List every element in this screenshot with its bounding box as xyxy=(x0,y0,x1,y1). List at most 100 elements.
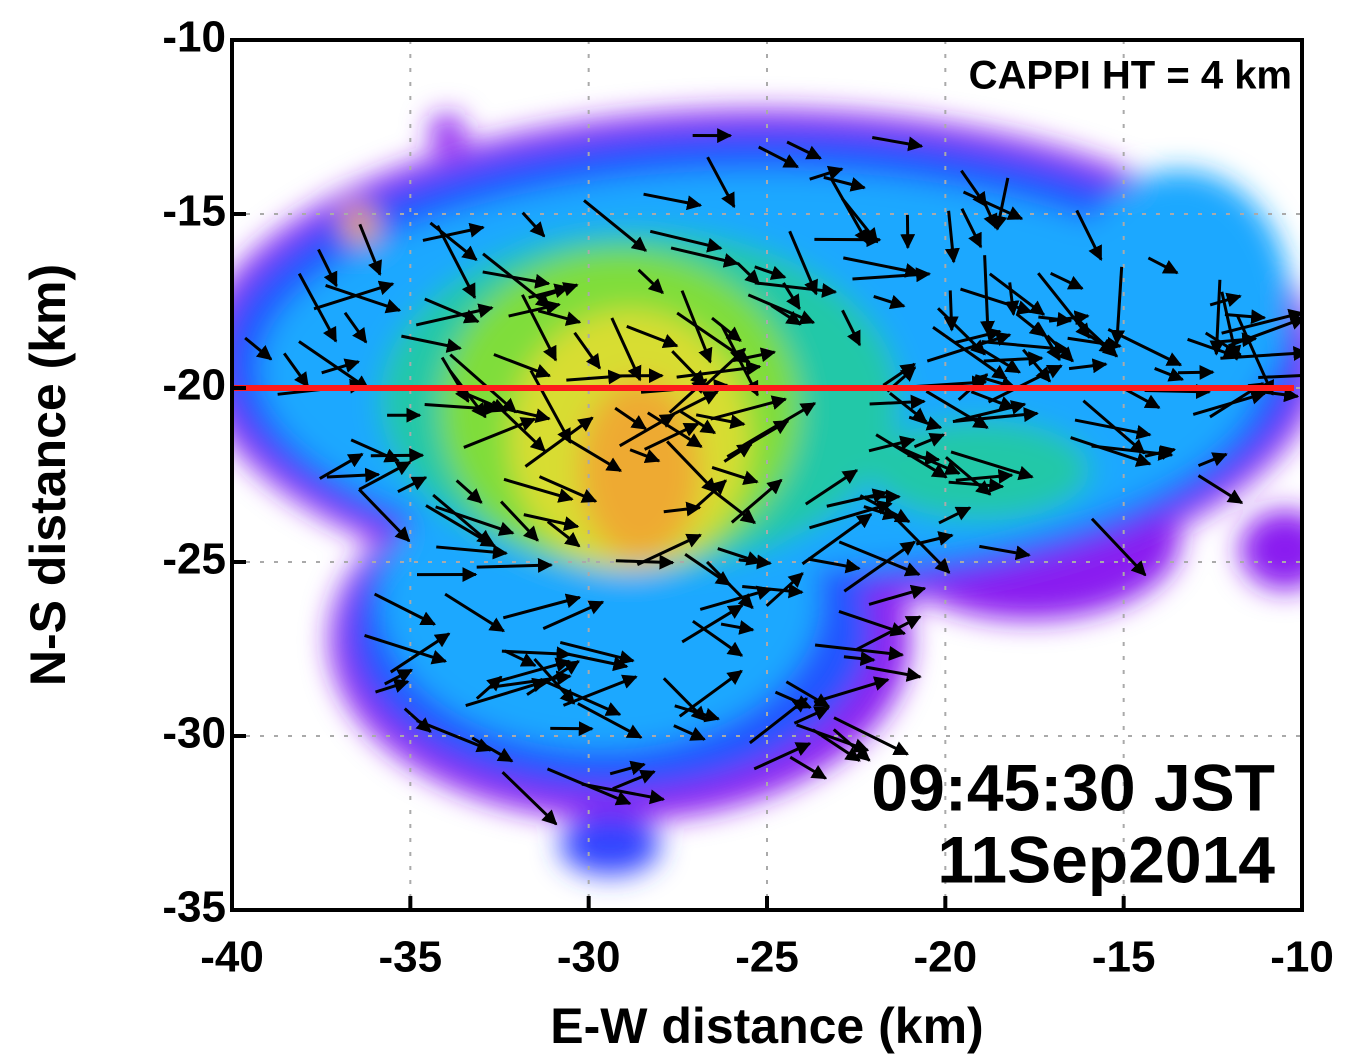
wind-vector xyxy=(538,475,598,503)
wind-vector xyxy=(350,438,400,463)
wind-vector xyxy=(663,501,702,517)
wind-vector xyxy=(774,690,812,709)
wind-vector xyxy=(723,442,753,463)
wind-vector xyxy=(875,433,948,479)
wind-vector xyxy=(403,707,432,733)
wind-vector xyxy=(814,643,905,661)
wind-vector xyxy=(711,465,759,485)
wind-vector xyxy=(873,294,906,310)
wind-vector xyxy=(785,680,831,708)
wind-vector xyxy=(753,742,812,771)
wind-vector xyxy=(1154,367,1185,382)
x-tick-label: -10 xyxy=(1270,933,1334,982)
wind-vector xyxy=(422,222,485,242)
wind-vector xyxy=(812,728,861,762)
wind-vector xyxy=(508,300,561,318)
wind-vector xyxy=(637,268,664,295)
time-label: 09:45:30 JST xyxy=(871,750,1275,824)
wind-vector xyxy=(1015,312,1046,337)
wind-vector xyxy=(893,515,951,574)
wind-vector xyxy=(373,592,436,626)
wind-vector xyxy=(358,460,412,491)
wind-vector xyxy=(626,324,679,349)
wind-vector xyxy=(979,255,995,337)
wind-vector xyxy=(671,350,706,386)
wind-vector xyxy=(706,156,736,209)
wind-vector xyxy=(711,316,742,342)
wind-vector xyxy=(343,311,368,344)
x-tick-label: -30 xyxy=(557,933,621,982)
y-tick-label: -35 xyxy=(162,883,226,932)
wind-vector xyxy=(684,552,732,587)
wind-vector xyxy=(838,610,907,637)
wind-vector xyxy=(699,585,773,611)
wind-vector xyxy=(801,513,873,566)
wind-vector xyxy=(476,557,553,573)
wind-vector xyxy=(1004,282,1020,316)
wind-vector xyxy=(569,439,623,473)
wind-vector xyxy=(1074,418,1152,440)
wind-vector xyxy=(809,500,893,530)
wind-vector xyxy=(758,145,800,169)
wind-vector xyxy=(894,444,961,475)
wind-vector xyxy=(678,669,743,718)
wind-vector xyxy=(720,620,755,635)
x-tick-label: -20 xyxy=(914,933,978,982)
wind-vector xyxy=(562,674,638,707)
wind-vector xyxy=(865,665,922,682)
wind-vector xyxy=(577,702,643,739)
wind-vector xyxy=(502,593,582,620)
wind-vector xyxy=(1037,272,1091,339)
wind-vector xyxy=(503,477,574,503)
wind-vector xyxy=(952,407,1039,423)
wind-vector xyxy=(789,755,828,780)
wind-vector xyxy=(869,394,926,410)
wind-vector xyxy=(692,619,744,657)
wind-vector xyxy=(971,342,1021,374)
wind-vector xyxy=(1147,256,1179,275)
wind-vector xyxy=(504,649,537,667)
wind-vector xyxy=(1144,445,1177,460)
wind-vector xyxy=(1209,279,1225,356)
wind-vector xyxy=(463,417,537,449)
wind-vector xyxy=(843,256,921,278)
wind-vector xyxy=(695,413,746,430)
wind-vector xyxy=(992,177,1010,231)
wind-vector xyxy=(429,221,478,262)
wind-vector xyxy=(871,136,924,152)
wind-vector xyxy=(397,476,428,494)
wind-vector xyxy=(436,544,508,560)
wind-vector xyxy=(705,560,754,610)
wind-vector xyxy=(501,771,558,826)
wind-vector xyxy=(662,677,707,722)
wind-vector xyxy=(636,533,702,567)
wind-vector xyxy=(528,283,570,300)
wind-vector xyxy=(491,400,546,453)
wind-vector xyxy=(325,283,402,314)
wind-vector xyxy=(560,651,629,672)
wind-vector xyxy=(471,736,514,763)
wind-vector xyxy=(465,677,548,707)
y-tick-label: -20 xyxy=(162,361,226,410)
wind-vector xyxy=(455,479,483,504)
wind-vector xyxy=(610,317,642,382)
wind-vector xyxy=(670,246,740,268)
wind-vector xyxy=(321,358,361,375)
wind-vector xyxy=(843,651,876,667)
wind-vector xyxy=(736,262,761,286)
wind-vector xyxy=(1068,358,1108,374)
wind-vector xyxy=(319,452,364,480)
wind-vector xyxy=(832,728,871,762)
wind-vector xyxy=(646,411,703,449)
wind-vector xyxy=(786,140,822,160)
wind-vector xyxy=(915,531,954,546)
wind-vector xyxy=(542,600,605,630)
wind-vector xyxy=(649,229,723,253)
wind-vector xyxy=(482,252,552,309)
wind-vector xyxy=(809,165,844,181)
wind-vector xyxy=(614,406,647,431)
x-tick-label: -25 xyxy=(735,933,799,982)
wind-vector xyxy=(375,678,410,694)
wind-vector xyxy=(435,505,515,536)
wind-vector xyxy=(566,369,624,385)
